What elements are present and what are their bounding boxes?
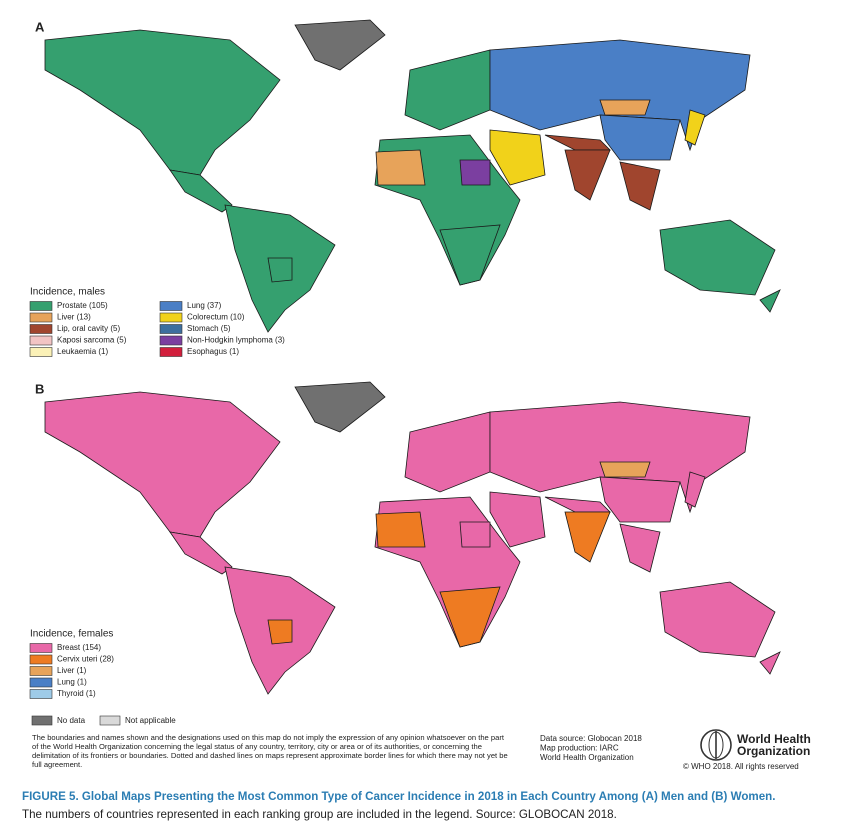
legend-label: Esophagus (1) bbox=[187, 347, 239, 356]
legend-label: No data bbox=[57, 716, 86, 725]
map-region bbox=[169, 531, 233, 575]
legend-swatch bbox=[29, 666, 53, 676]
map-region bbox=[294, 381, 386, 433]
caption-text: The numbers of countries represented in … bbox=[22, 808, 617, 821]
who-name: World Health bbox=[737, 732, 811, 746]
legend-label: Lip, oral cavity (5) bbox=[57, 324, 120, 333]
legend-swatch bbox=[159, 347, 183, 357]
legend-swatch bbox=[159, 301, 183, 311]
map-region bbox=[44, 29, 281, 176]
legend-title: Incidence, females bbox=[30, 629, 113, 640]
disclaimer: The boundaries and names shown and the d… bbox=[32, 733, 508, 769]
map-region bbox=[619, 523, 661, 573]
caption-title: FIGURE 5. Global Maps Presenting the Mos… bbox=[22, 790, 776, 803]
map-region bbox=[599, 461, 651, 478]
legend-swatch bbox=[29, 347, 53, 357]
map-region bbox=[659, 581, 776, 658]
map-region bbox=[439, 224, 501, 286]
legend-swatch bbox=[159, 335, 183, 346]
map-region bbox=[684, 471, 706, 508]
legend-label: Leukaemia (1) bbox=[57, 347, 108, 356]
map-region bbox=[489, 39, 751, 152]
map-region bbox=[489, 491, 546, 548]
map-region bbox=[684, 109, 706, 146]
copyright: © WHO 2018. All rights reserved bbox=[683, 762, 799, 771]
map-region bbox=[294, 19, 386, 71]
legend-swatch bbox=[29, 312, 53, 323]
panel-label: B bbox=[35, 381, 44, 396]
legend-swatch bbox=[29, 335, 53, 346]
map-region bbox=[267, 619, 293, 645]
map-region bbox=[459, 521, 491, 548]
map-region bbox=[599, 114, 681, 161]
who-name: Organization bbox=[737, 744, 810, 758]
legend-swatch bbox=[29, 324, 53, 334]
map-region bbox=[375, 511, 426, 548]
map-region bbox=[564, 149, 611, 201]
map-region bbox=[619, 161, 661, 211]
legend-label: Non-Hodgkin lymphoma (3) bbox=[187, 336, 285, 345]
legend-swatch bbox=[31, 715, 53, 726]
who-emblem bbox=[700, 729, 732, 761]
map-region bbox=[759, 289, 781, 313]
map-region bbox=[404, 411, 491, 493]
map-region bbox=[267, 257, 293, 283]
legend-label: Prostate (105) bbox=[57, 301, 108, 310]
map-region bbox=[459, 159, 491, 186]
data-source: World Health Organization bbox=[540, 753, 634, 762]
data-source: Map production: IARC bbox=[540, 744, 619, 753]
map-region bbox=[489, 129, 546, 186]
map-region bbox=[375, 149, 426, 186]
data-source: Data source: Globocan 2018 bbox=[540, 734, 642, 743]
panel-label: A bbox=[35, 19, 45, 34]
legend-label: Cervix uteri (28) bbox=[57, 655, 114, 664]
map-region bbox=[489, 401, 751, 514]
legend-label: Colorectum (10) bbox=[187, 313, 245, 322]
legend-label: Not applicable bbox=[125, 716, 176, 725]
legend-label: Thyroid (1) bbox=[57, 689, 96, 698]
legend-title: Incidence, males bbox=[30, 287, 105, 298]
legend-swatch bbox=[159, 312, 183, 323]
legend-label: Kaposi sarcoma (5) bbox=[57, 336, 127, 345]
legend-swatch bbox=[29, 643, 53, 653]
map-region bbox=[44, 391, 281, 538]
legend-swatch bbox=[29, 689, 53, 699]
map-region bbox=[404, 49, 491, 131]
legend-label: Lung (1) bbox=[57, 678, 87, 687]
legend-label: Breast (154) bbox=[57, 643, 101, 652]
map-region bbox=[544, 496, 611, 513]
map-region bbox=[544, 134, 611, 151]
legend-swatch bbox=[159, 324, 183, 334]
map-region bbox=[599, 99, 651, 116]
map-region bbox=[599, 476, 681, 523]
map-region bbox=[659, 219, 776, 296]
legend-swatch bbox=[29, 654, 53, 665]
map-region bbox=[759, 651, 781, 675]
legend-label: Lung (37) bbox=[187, 301, 222, 310]
map-region bbox=[169, 169, 233, 213]
legend-swatch bbox=[29, 677, 53, 688]
map-region bbox=[439, 586, 501, 648]
map-region bbox=[564, 511, 611, 563]
who-emblem bbox=[708, 731, 724, 759]
legend-label: Liver (1) bbox=[57, 666, 87, 675]
legend-label: Liver (13) bbox=[57, 313, 91, 322]
legend-swatch bbox=[99, 715, 121, 726]
legend-swatch bbox=[29, 301, 53, 311]
legend-label: Stomach (5) bbox=[187, 324, 231, 333]
